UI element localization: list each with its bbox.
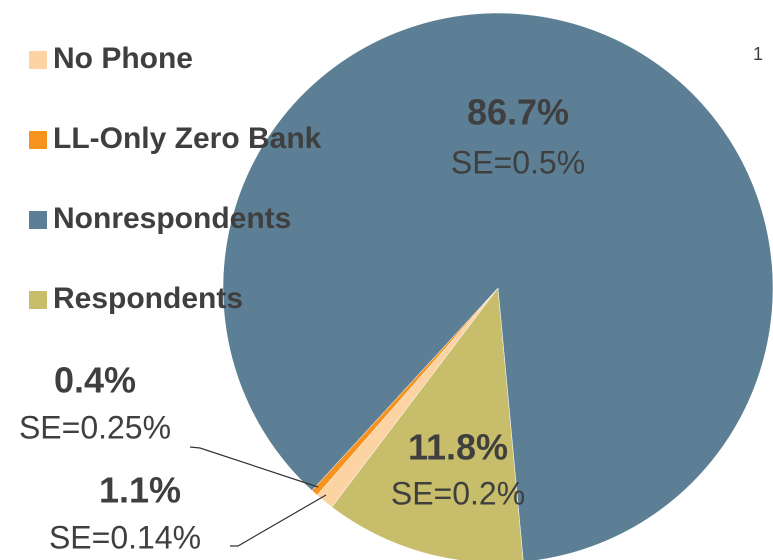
legend-swatch [29,51,47,69]
se-label: SE=0.14% [49,519,201,555]
value-label: 11.8% [408,427,508,468]
legend-swatch [29,211,47,229]
labels: 11.8% SE=0.2% 1.1% SE=0.14% 0.4% SE=0.25% 86.7… [19,42,585,556]
value-label: 0.4% [54,360,136,401]
leader-line [189,446,319,488]
value-label: 1.1% [99,470,181,511]
legend-label: No Phone [53,42,193,75]
corner-note: 1 [753,44,763,64]
pie [222,12,773,560]
legend-swatch [29,131,47,149]
legend-swatch [29,291,47,309]
pie-slice [222,12,773,560]
se-label: SE=0.2% [391,475,525,511]
leader-line [230,494,327,547]
se-label: SE=0.5% [451,144,585,180]
se-label: SE=0.25% [19,409,171,445]
legend-label: LL-Only Zero Bank [53,122,322,155]
value-label: 86.7% [467,92,569,133]
legend-label: Nonrespondents [53,202,291,235]
pie-slice [331,287,524,560]
legend-label: Respondents [53,282,243,315]
